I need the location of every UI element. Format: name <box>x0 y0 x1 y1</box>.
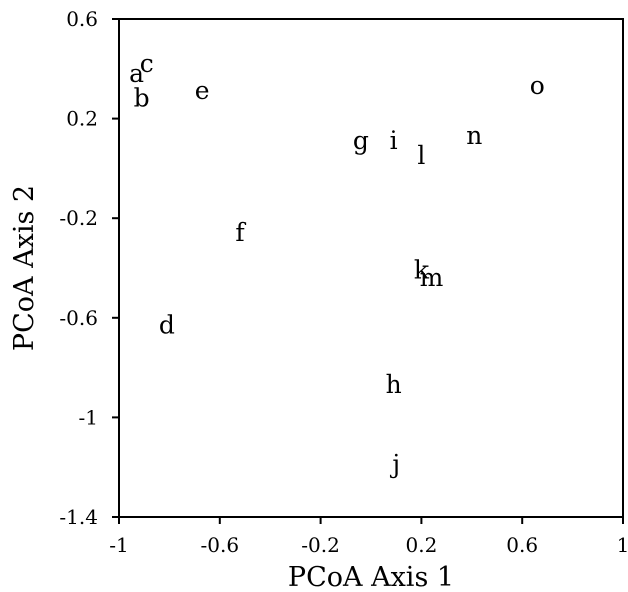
x-tick-label: 0.2 <box>405 533 437 557</box>
point-label-k: k <box>414 255 430 284</box>
point-label-d: d <box>159 310 175 339</box>
y-tick-label: -1.4 <box>59 505 98 529</box>
x-tick-label: -0.2 <box>301 533 340 557</box>
x-axis-title: PCoA Axis 1 <box>288 562 454 592</box>
y-axis-title: PCoA Axis 2 <box>9 185 40 351</box>
point-label-c: c <box>140 49 154 78</box>
x-tick-label: -0.6 <box>201 533 240 557</box>
data-points: acb e g i n l o f km d h j <box>129 49 545 479</box>
y-tick-label: -1 <box>79 405 98 429</box>
point-label-e: e <box>195 76 210 105</box>
point-label-b: b <box>134 84 150 113</box>
point-label-a: a <box>129 59 144 88</box>
y-tick-label: 0.2 <box>66 107 98 131</box>
x-tick-label: 0.6 <box>506 533 538 557</box>
point-label-l: l <box>417 141 425 170</box>
point-label-f: f <box>235 218 246 247</box>
x-tick-label: -1 <box>109 533 128 557</box>
point-label-j: j <box>389 450 400 479</box>
point-label-n: n <box>466 121 482 150</box>
axis-ticks <box>112 18 624 524</box>
y-tick-label: -0.2 <box>59 206 98 230</box>
x-tick-label: 1 <box>617 533 628 557</box>
point-label-g: g <box>353 126 369 155</box>
y-tick-label: -0.6 <box>59 306 98 330</box>
point-label-o: o <box>530 71 545 100</box>
axis-tick-labels: -1 -0.6 -0.2 0.2 0.6 1 -1.4 -1 -0.6 -0.2 0.2 0.6 <box>59 7 628 557</box>
point-label-m: m <box>420 263 444 292</box>
point-label-h: h <box>386 370 402 399</box>
plot-frame <box>118 18 624 518</box>
point-label-i: i <box>390 126 398 155</box>
y-tick-label: 0.6 <box>66 7 98 31</box>
